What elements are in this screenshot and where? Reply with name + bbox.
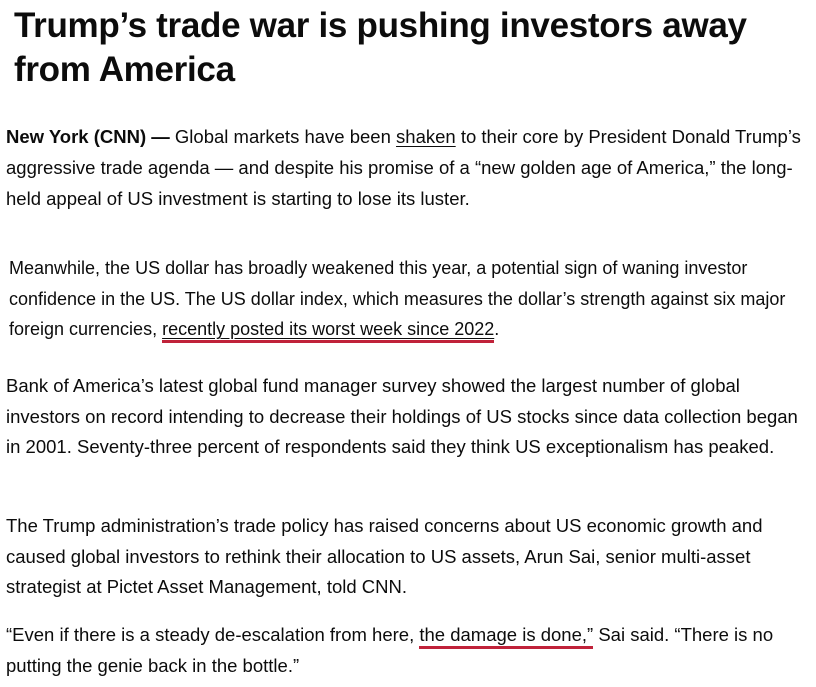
dateline: New York (CNN) — (6, 126, 170, 147)
paragraph-quote: “Even if there is a steady de-escalation… (6, 620, 806, 681)
damage-done-highlight: the damage is done,” (419, 624, 594, 649)
paragraph-intro: New York (CNN) — Global markets have bee… (6, 121, 806, 214)
paragraph-dollar: Meanwhile, the US dollar has broadly wea… (9, 253, 809, 345)
intro-text-before-link: Global markets have been (169, 126, 397, 147)
paragraph-survey: Bank of America’s latest global fund man… (6, 375, 798, 457)
shaken-link[interactable]: shaken (396, 126, 456, 147)
paragraph-trade-policy: The Trump administration’s trade policy … (6, 515, 763, 597)
quote-text-after: Sai said. “There is no putting the genie… (6, 624, 774, 676)
intro-text-after-link: to their core by President Donald Trump’… (6, 126, 801, 209)
quote-text-before: “Even if there is a steady de-escalation… (6, 624, 420, 645)
headline: Trump’s trade war is pushing investors a… (14, 6, 747, 89)
dollar-text: Meanwhile, the US dollar has broadly wea… (9, 258, 786, 339)
worst-week-link[interactable]: recently posted its worst week since 202… (162, 319, 495, 343)
dollar-text-end: . (494, 319, 500, 339)
